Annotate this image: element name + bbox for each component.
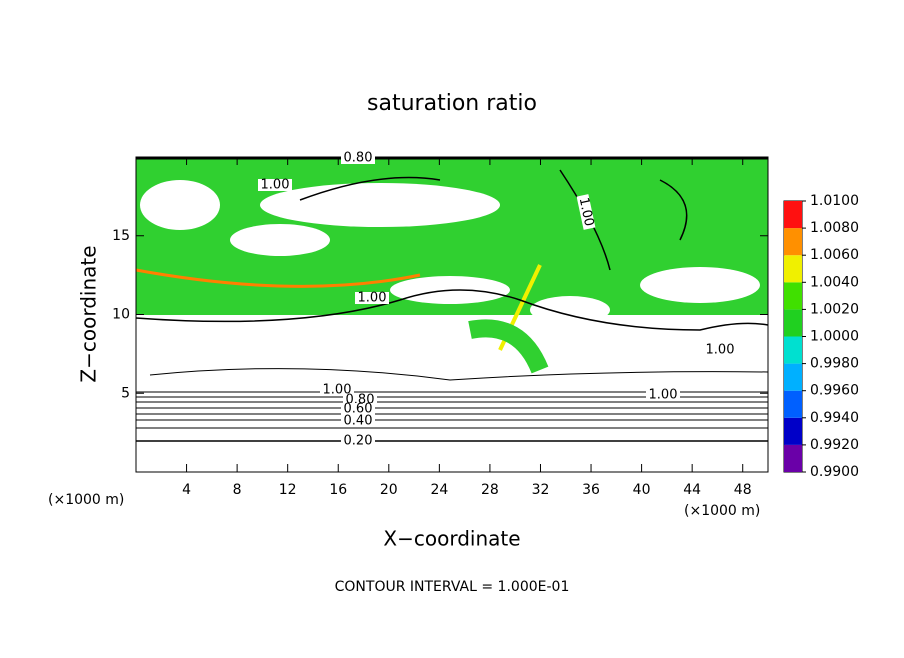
colorbar-tick-label: 0.9900 [810,464,859,480]
x-tick-label: 40 [633,482,651,498]
colorbar-band [784,390,802,418]
dry-patch [260,183,500,227]
x-tick-label: 4 [182,482,191,498]
x-tick-label: 48 [734,482,752,498]
contour-label: 1.00 [706,343,735,358]
colorbar-band [784,363,802,391]
contour-label-bg [341,415,375,427]
colorbar-tick-label: 1.0040 [810,274,859,290]
footnote: CONTOUR INTERVAL = 1.000E-01 [335,579,570,595]
dry-patch [530,296,610,324]
colorbar-band [784,336,802,364]
x-tick-label: 24 [430,482,448,498]
colorbar-tick-label: 1.0020 [810,301,859,317]
colorbar-tick-label: 0.9960 [810,383,859,399]
colorbar-tick-label: 0.9940 [810,410,859,426]
colorbar-tick-label: 0.9920 [810,437,859,453]
field [135,156,769,442]
y-tick-label: 10 [112,307,130,323]
contour-label-bg [258,179,292,191]
colorbar-band [784,309,802,337]
x-tick-label: 12 [279,482,297,498]
contour-label: 0.40 [344,414,373,429]
dry-patch [230,224,330,256]
contour-label: 1.00 [323,383,352,398]
contour [149,368,769,381]
x-tick-label: 44 [683,482,701,498]
contour [136,391,768,429]
colorbar-band [784,255,802,283]
contour-label-bg [341,403,375,415]
colorbar-tick-label: 1.0060 [810,247,859,263]
x-tick-label: 32 [532,482,550,498]
colorbar-tick-label: 0.9980 [810,356,859,372]
x-tick-label: 20 [380,482,398,498]
x-tick-label: 28 [481,482,499,498]
dry-patch [140,180,220,230]
x-axis-label: X−coordinate [383,527,520,551]
contour-label-bg [646,389,680,401]
y-axis-label: Z−coordinate [77,245,101,382]
x-tick-label: 36 [582,482,600,498]
edge [135,268,421,288]
colorbar-band [784,417,802,445]
contour-label-bg [341,435,375,447]
colorbar-tick-label: 1.0080 [810,220,859,236]
contour-label: 1.00 [358,291,387,306]
contour-label: 1.00 [261,178,290,193]
contour-label-bg [576,194,596,230]
colorbar-band [784,228,802,256]
colorbar-band [784,201,802,229]
contour-label: 0.60 [344,402,373,417]
contour-label-bg [703,344,737,356]
contour-label: 0.80 [344,151,373,166]
contour-label: 0.20 [344,434,373,449]
moist-plume [468,319,549,374]
colorbar-band [784,282,802,310]
dry-patch [640,267,760,303]
x-unit-label: (×1000 m) [48,492,124,508]
y-tick-label: 5 [121,385,130,401]
contour-label-bg [320,384,354,396]
contour-label: 1.00 [649,388,678,403]
contour-label-bg [341,152,375,164]
colorbar-tick-label: 1.0100 [810,193,859,209]
contour-label-bg [355,292,389,304]
colorbar-band [784,444,802,472]
y-tick-label: 15 [112,228,130,244]
x-unit-label: (×1000 m) [684,503,760,519]
chart-title: saturation ratio [367,91,537,116]
x-tick-label: 8 [233,482,242,498]
colorbar-tick-label: 1.0000 [810,329,859,345]
contour [135,289,769,331]
contour-label: 1.00 [576,196,597,227]
x-tick-label: 16 [329,482,347,498]
